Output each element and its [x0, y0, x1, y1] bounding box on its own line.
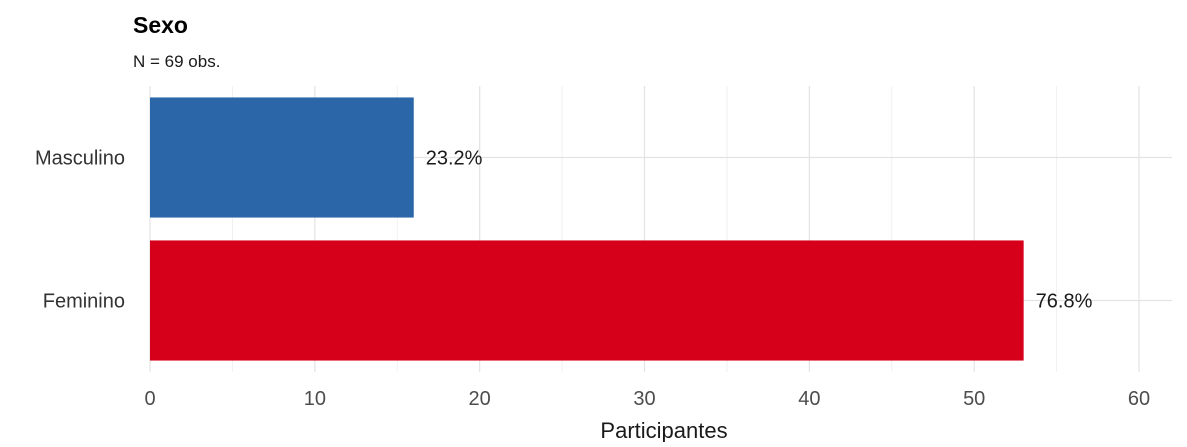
data-labels: 23.2% 76.8%	[426, 148, 1093, 313]
x-tick-label: 60	[1128, 388, 1150, 410]
data-label-feminino: 76.8%	[1036, 291, 1093, 313]
x-axis-label: Participantes	[600, 418, 727, 442]
x-tick-label: 10	[304, 388, 326, 410]
x-tick-label: 0	[144, 388, 155, 410]
y-axis-tick-labels: Masculino Feminino	[35, 148, 125, 313]
data-label-masculino: 23.2%	[426, 148, 483, 170]
x-tick-label: 50	[963, 388, 985, 410]
chart-title: Sexo	[133, 12, 188, 38]
x-axis-tick-labels: 0 10 20 30 40 50 60	[144, 388, 1150, 410]
bar-masculino	[150, 97, 414, 218]
y-tick-label-masculino: Masculino	[35, 148, 125, 170]
bar-feminino	[150, 240, 1024, 361]
bars	[150, 97, 1024, 361]
chart-subtitle: N = 69 obs.	[133, 52, 220, 71]
x-tick-label: 30	[633, 388, 655, 410]
y-tick-label-feminino: Feminino	[43, 291, 125, 313]
x-tick-label: 20	[469, 388, 491, 410]
x-tick-label: 40	[798, 388, 820, 410]
